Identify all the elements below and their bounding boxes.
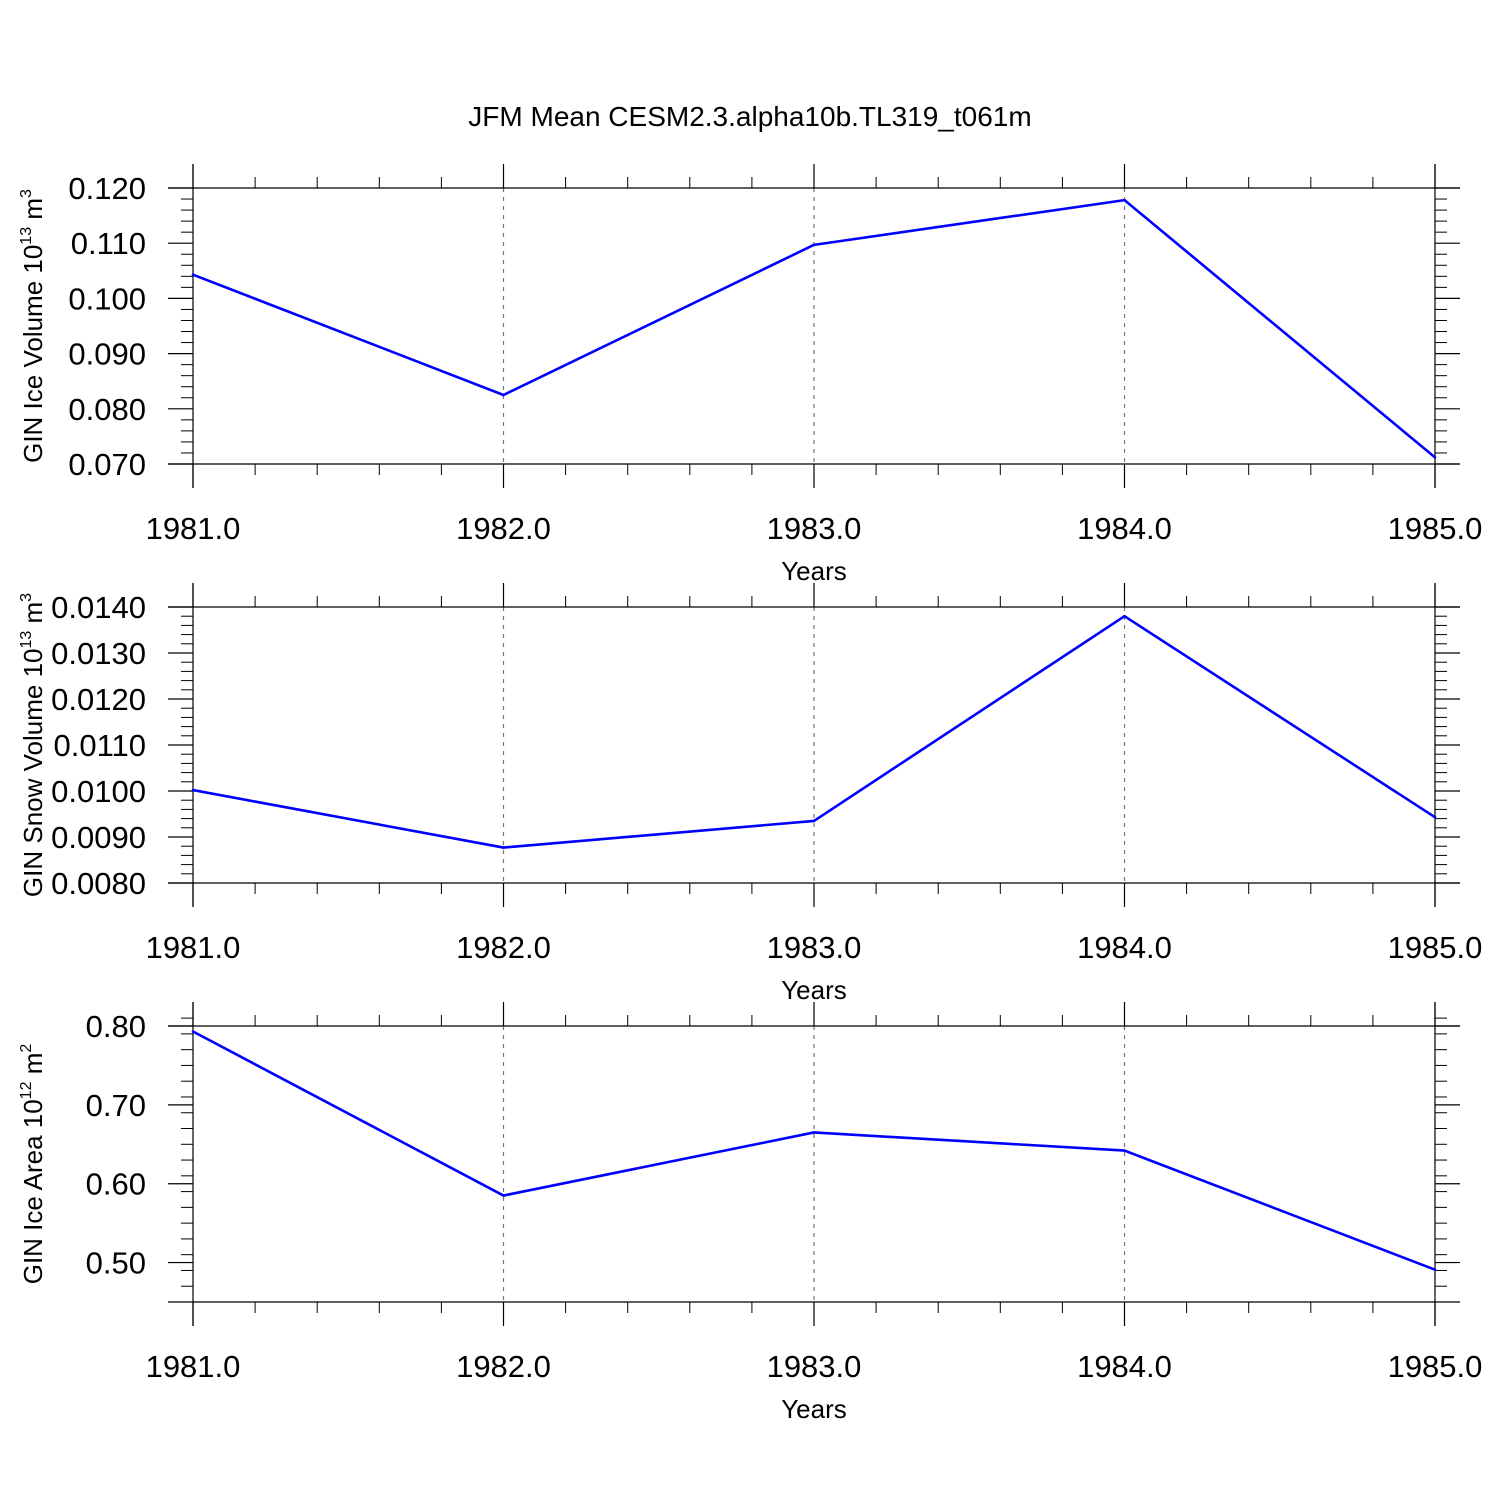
x-tick-label: 1981.0 (146, 930, 241, 965)
y-tick-label: 0.60 (86, 1167, 146, 1202)
panel-2: 1981.0 1982.0 1983.0 1984.0 1985.0 Years 0.008… (18, 583, 1482, 1005)
y-axis-label-text: GIN Snow Volume 10 (18, 649, 48, 898)
x-tick-label: 1983.0 (767, 930, 862, 965)
data-point (812, 1131, 816, 1134)
x-tick-label: 1981.0 (146, 1349, 241, 1384)
x-tick-label: 1983.0 (767, 1349, 862, 1384)
y-axis-label-exponent: 13 (18, 631, 35, 649)
data-point (812, 243, 816, 247)
x-axis-label: Years (781, 556, 847, 586)
y-axis-label-unit-exponent: 3 (18, 593, 35, 602)
data-point (1123, 198, 1126, 202)
x-tick-label: 1982.0 (456, 511, 551, 546)
data-point (191, 273, 195, 276)
y-axis-label: GIN Snow Volume 1013 m3 (18, 593, 48, 897)
x-tick-label: 1981.0 (146, 511, 241, 546)
x-axis-label: Years (781, 1394, 847, 1424)
y-tick-label: 0.120 (68, 171, 146, 206)
data-point (191, 788, 195, 792)
y-tick-label: 0.0100 (51, 774, 146, 809)
y-tick-label: 0.0090 (51, 820, 146, 855)
data-point (502, 393, 505, 397)
panel-3: 1981.0 1982.0 1983.0 1984.0 1985.0 Years 0.50 0… (18, 1002, 1482, 1424)
data-point (1433, 1268, 1437, 1271)
x-tick-label: 1983.0 (767, 511, 862, 546)
y-axis-label: GIN Ice Volume 1013 m3 (18, 189, 48, 463)
x-tick-label: 1984.0 (1077, 930, 1172, 965)
data-point (1433, 815, 1437, 819)
x-tick-label: 1985.0 (1388, 1349, 1483, 1384)
y-tick-label: 0.0080 (51, 866, 146, 901)
x-tick-label: 1984.0 (1077, 1349, 1172, 1384)
y-tick-label: 0.080 (68, 392, 146, 427)
y-tick-label: 0.0110 (53, 728, 146, 763)
y-axis-label-text: GIN Ice Area 10 (18, 1099, 48, 1284)
y-tick-label: 0.0120 (51, 682, 146, 717)
y-axis-label-unit: m (18, 1053, 48, 1082)
x-tick-label: 1982.0 (456, 930, 551, 965)
y-axis-label-unit-exponent: 2 (18, 1044, 35, 1053)
y-tick-label: 0.70 (86, 1088, 146, 1123)
data-point (502, 1194, 505, 1197)
x-axis-label: Years (781, 975, 847, 1005)
y-tick-label: 0.0140 (51, 590, 146, 625)
y-tick-label: 0.50 (86, 1246, 146, 1281)
x-tick-label: 1982.0 (456, 1349, 551, 1384)
data-point (191, 1030, 195, 1033)
y-axis-label-unit: m (18, 198, 48, 227)
y-tick-label: 0.100 (68, 281, 146, 316)
y-axis-label: GIN Ice Area 1012 m2 (18, 1044, 48, 1285)
data-point (1433, 456, 1437, 459)
y-tick-label: 0.110 (71, 226, 146, 261)
data-point (1123, 1149, 1126, 1152)
y-axis-label-text: GIN Ice Volume 10 (18, 245, 48, 463)
x-tick-label: 1984.0 (1077, 511, 1172, 546)
data-point (502, 846, 505, 849)
panels: 1981.0 1982.0 1983.0 1984.0 1985.0 Years 0.070… (18, 164, 1482, 1424)
data-point (1123, 614, 1126, 618)
y-axis-label-unit: m (18, 602, 48, 631)
x-tick-label: 1985.0 (1388, 511, 1483, 546)
y-axis-label-exponent: 13 (18, 227, 35, 245)
y-axis-label-unit-exponent: 3 (18, 189, 35, 198)
y-tick-label: 0.070 (68, 447, 146, 482)
x-tick-label: 1985.0 (1388, 930, 1483, 965)
figure-title: JFM Mean CESM2.3.alpha10b.TL319_t061m (468, 101, 1031, 132)
y-axis-label-exponent: 12 (18, 1081, 35, 1099)
data-point (812, 819, 816, 823)
y-tick-label: 0.80 (86, 1009, 146, 1044)
panel-1: 1981.0 1982.0 1983.0 1984.0 1985.0 Years 0.070… (18, 164, 1482, 586)
y-tick-label: 0.0130 (51, 636, 146, 671)
y-tick-label: 0.090 (68, 337, 146, 372)
